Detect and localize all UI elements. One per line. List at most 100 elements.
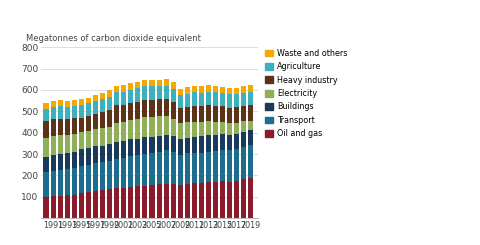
Bar (234, 107, 240, 123)
Bar (100, 190, 105, 218)
Bar (86, 98, 91, 103)
Bar (248, 121, 253, 130)
Bar (248, 86, 253, 92)
Bar (128, 83, 133, 90)
Bar (58, 119, 63, 135)
Bar (192, 122, 197, 136)
Bar (100, 112, 105, 128)
Bar (44, 197, 48, 218)
Bar (72, 106, 77, 118)
Bar (171, 136, 176, 152)
Bar (149, 137, 155, 153)
Bar (143, 137, 147, 154)
Bar (135, 119, 140, 138)
Bar (234, 88, 240, 94)
Bar (178, 108, 183, 123)
Bar (199, 136, 204, 153)
Bar (143, 100, 147, 117)
Bar (220, 93, 225, 106)
Bar (128, 120, 133, 139)
Bar (156, 80, 162, 86)
Bar (149, 117, 155, 137)
Bar (185, 107, 190, 122)
Bar (213, 135, 218, 151)
Bar (227, 95, 232, 108)
Bar (171, 119, 176, 136)
Bar (79, 99, 84, 105)
Bar (50, 136, 56, 155)
Bar (156, 86, 162, 99)
Bar (107, 97, 112, 110)
Bar (156, 184, 162, 218)
Bar (72, 168, 77, 195)
Bar (114, 105, 119, 123)
Bar (72, 195, 77, 218)
Bar (241, 179, 246, 218)
Bar (143, 86, 147, 100)
Bar (58, 100, 63, 106)
Bar (44, 138, 48, 157)
Bar (50, 171, 56, 196)
Bar (164, 99, 168, 116)
Bar (213, 182, 218, 218)
Bar (65, 135, 70, 153)
Bar (135, 155, 140, 186)
Bar (135, 88, 140, 102)
Bar (58, 196, 63, 218)
Bar (227, 88, 232, 95)
Bar (114, 142, 119, 159)
Bar (171, 82, 176, 89)
Bar (178, 89, 183, 95)
Bar (58, 106, 63, 119)
Bar (227, 123, 232, 135)
Bar (72, 134, 77, 152)
Bar (227, 182, 232, 218)
Bar (164, 184, 168, 218)
Bar (114, 92, 119, 105)
Bar (79, 132, 84, 149)
Bar (50, 196, 56, 218)
Bar (178, 155, 183, 185)
Bar (171, 184, 176, 218)
Bar (185, 184, 190, 218)
Bar (121, 92, 126, 105)
Bar (199, 153, 204, 183)
Bar (107, 160, 112, 189)
Bar (114, 188, 119, 218)
Bar (93, 95, 98, 101)
Bar (227, 108, 232, 123)
Bar (199, 86, 204, 93)
Bar (241, 122, 246, 132)
Bar (206, 92, 211, 105)
Bar (44, 109, 48, 121)
Bar (114, 159, 119, 188)
Legend: Waste and others, Agriculture, Heavy industry, Electricity, Buildings, Transport: Waste and others, Agriculture, Heavy ind… (264, 48, 348, 139)
Bar (241, 147, 246, 179)
Text: Megatonnes of carbon dioxide equivalent: Megatonnes of carbon dioxide equivalent (26, 34, 201, 43)
Bar (241, 93, 246, 106)
Bar (79, 193, 84, 218)
Bar (86, 116, 91, 131)
Bar (58, 170, 63, 196)
Bar (86, 148, 91, 165)
Bar (213, 92, 218, 106)
Bar (121, 141, 126, 158)
Bar (50, 107, 56, 119)
Bar (128, 90, 133, 103)
Bar (149, 185, 155, 218)
Bar (93, 129, 98, 146)
Bar (227, 150, 232, 182)
Bar (234, 134, 240, 149)
Bar (58, 154, 63, 170)
Bar (164, 86, 168, 99)
Bar (93, 101, 98, 114)
Bar (65, 195, 70, 218)
Bar (65, 107, 70, 119)
Bar (128, 156, 133, 187)
Bar (164, 79, 168, 86)
Bar (93, 191, 98, 218)
Bar (156, 116, 162, 136)
Bar (121, 105, 126, 122)
Bar (79, 118, 84, 132)
Bar (72, 100, 77, 106)
